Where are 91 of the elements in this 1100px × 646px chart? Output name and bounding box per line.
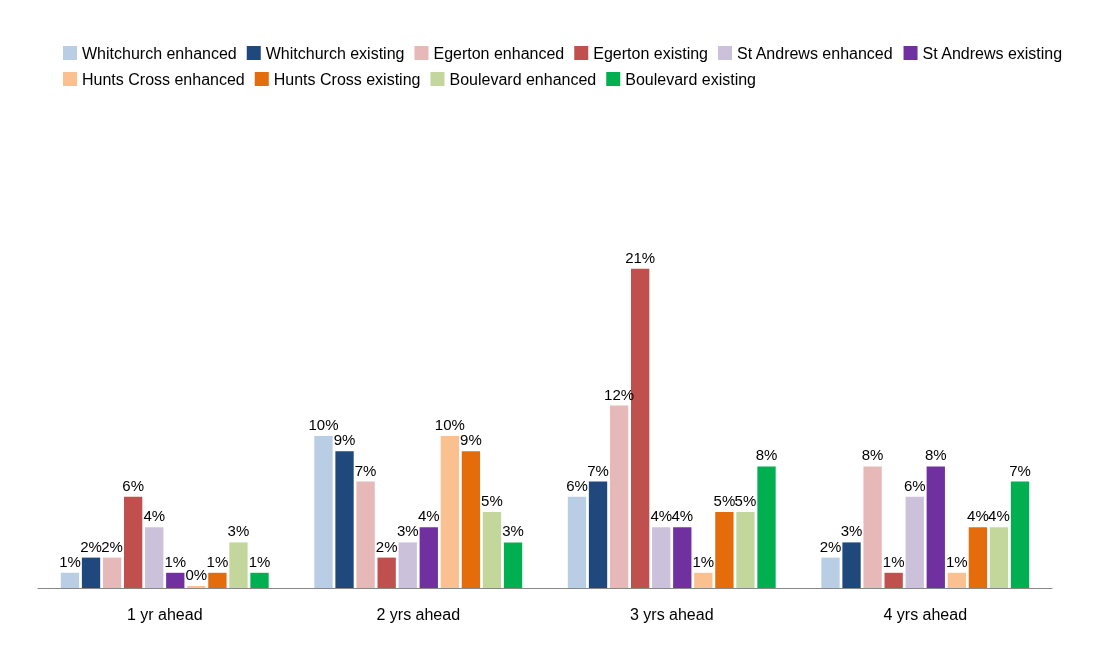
data-label: 8% [755,446,778,464]
data-label: 3% [227,522,250,540]
data-label: 2% [819,537,842,555]
data-label: 3% [840,522,863,540]
bar [842,542,861,588]
x-tick-label: 1 yr ahead [126,605,203,623]
bar [757,466,776,588]
data-label: 0% [185,566,208,583]
bar [482,512,502,588]
data-label: 1% [882,552,905,570]
bar [588,481,608,588]
data-label: 9% [333,431,356,449]
x-tick-label: 4 yrs ahead [883,605,968,623]
bar [124,496,143,588]
x-tick-label: 2 yrs ahead [376,605,461,623]
bar [377,557,396,588]
data-label: 1% [206,552,229,570]
data-label: 8% [924,446,947,464]
legend-label: Hunts Cross enhanced [82,70,245,88]
data-label: 4% [143,507,166,525]
bar [968,527,988,588]
bar [419,527,438,588]
data-label: 4% [967,507,989,525]
bar [166,572,185,588]
data-label: 6% [566,476,588,494]
legend-label: St Andrews enhanced [736,44,893,62]
data-label: 4% [671,507,694,525]
legend-label: Boulevard existing [625,70,757,88]
data-label: 6% [903,476,926,494]
bar [884,572,903,588]
data-label: 9% [460,431,482,449]
bar [440,436,459,588]
data-label: 10% [308,416,339,433]
bar [694,572,713,588]
bar [250,572,269,588]
legend-label: St Andrews existing [922,44,1063,62]
data-label: 5% [481,492,503,509]
bar [905,496,924,588]
bar [81,557,101,588]
legend-label: Egerton existing [593,44,708,62]
bar [567,496,587,588]
legend-label: Hunts Cross existing [273,70,421,88]
data-label: 1% [59,552,81,570]
bar [863,466,882,588]
bar [609,405,629,588]
data-label: 5% [713,492,736,509]
data-label: 1% [164,552,187,570]
legend-label: Egerton enhanced [433,44,565,62]
bar [652,527,671,588]
bar [229,542,248,588]
data-label: 1% [692,552,715,570]
bar [926,466,945,588]
bar [356,481,375,588]
data-label: 7% [354,461,377,479]
legend-label: Whitchurch existing [265,44,405,62]
bar [989,527,1009,588]
data-label: 5% [734,492,757,509]
data-label: 2% [101,537,123,555]
bar [60,572,80,588]
data-label: 1% [248,552,271,570]
bar [715,512,734,588]
data-label: 2% [80,537,102,555]
x-tick-label: 3 yrs ahead [629,605,714,623]
data-label: 4% [650,507,673,525]
bar [821,557,840,588]
bar [1010,481,1030,588]
bar [102,557,122,588]
data-label: 2% [375,537,398,555]
data-label: 7% [1009,461,1031,479]
bar [398,542,417,588]
data-label: 21% [625,248,656,266]
bar [503,542,523,588]
data-label: 3% [396,522,419,540]
bar [314,436,333,588]
data-label: 4% [988,507,1010,525]
data-label: 7% [587,461,609,479]
bar [145,527,164,588]
data-label: 1% [946,552,968,570]
data-label: 4% [417,507,440,525]
data-label: 3% [502,522,524,540]
bar [673,527,692,588]
data-label: 10% [434,416,465,433]
legend-label: Boulevard enhanced [449,70,597,88]
bar [947,572,966,588]
bar [335,451,354,588]
bar [461,451,481,588]
bar [208,572,227,588]
bar [736,512,755,588]
legend-label: Whitchurch enhanced [82,44,237,62]
data-label: 8% [861,446,884,464]
data-label: 6% [122,476,144,494]
